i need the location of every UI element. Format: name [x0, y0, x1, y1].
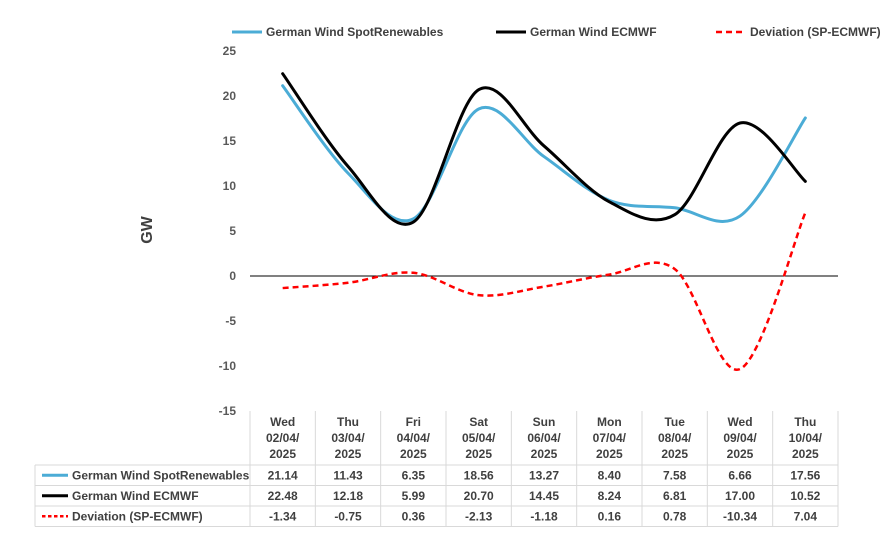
y-tick-label: 20	[223, 89, 237, 103]
x-tick-label: 2025	[661, 447, 688, 461]
legend: German Wind SpotRenewables German Wind EC…	[232, 25, 881, 39]
data-label: -1.18	[530, 509, 558, 523]
data-label: 6.66	[728, 468, 752, 482]
x-tick-label: 07/04/	[593, 431, 627, 445]
data-label: 12.18	[333, 489, 363, 503]
legend-label: German Wind SpotRenewables	[266, 25, 444, 39]
x-tick-label: 04/04/	[397, 431, 431, 445]
data-label: 21.14	[268, 468, 298, 482]
data-label: 0.36	[402, 509, 426, 523]
x-tick-label: Mon	[597, 415, 622, 429]
x-tick-label: Wed	[270, 415, 295, 429]
data-label: -10.34	[723, 509, 757, 523]
y-tick-label: 25	[223, 44, 237, 58]
x-tick-label: Wed	[727, 415, 752, 429]
data-label: 7.04	[794, 509, 818, 523]
data-label: 10.52	[790, 489, 820, 503]
y-tick-label: -5	[225, 314, 236, 328]
x-tick-label: 2025	[269, 447, 296, 461]
legend-label: German Wind ECMWF	[530, 25, 657, 39]
x-tick-label: 2025	[596, 447, 623, 461]
y-tick-label: 0	[229, 269, 236, 283]
x-tick-label: 2025	[792, 447, 819, 461]
x-tick-label: 02/04/	[266, 431, 300, 445]
data-label: 8.40	[598, 468, 622, 482]
data-label: -1.34	[269, 509, 297, 523]
y-tick-label: 5	[229, 224, 236, 238]
x-tick-label: 05/04/	[462, 431, 496, 445]
y-axis-label: GW	[139, 215, 156, 243]
data-label: 6.81	[663, 489, 687, 503]
data-label: 0.16	[598, 509, 622, 523]
legend-label: Deviation (SP-ECMWF)	[750, 25, 881, 39]
data-label: -0.75	[334, 509, 362, 523]
series-lines	[281, 72, 807, 371]
x-tick-label: Thu	[794, 415, 816, 429]
series-line-0	[281, 84, 807, 223]
x-tick-label: Tue	[664, 415, 685, 429]
data-label: 18.56	[464, 468, 494, 482]
x-tick-label: 03/04/	[331, 431, 365, 445]
y-tick-label: 15	[223, 134, 237, 148]
data-label: 8.24	[598, 489, 622, 503]
x-tick-label: 10/04/	[789, 431, 823, 445]
x-tick-label: Thu	[337, 415, 359, 429]
data-label: 17.56	[790, 468, 820, 482]
data-label: 6.35	[402, 468, 426, 482]
x-tick-label: 09/04/	[723, 431, 757, 445]
x-tick-label: 2025	[465, 447, 492, 461]
data-label: 14.45	[529, 489, 559, 503]
data-label: 0.78	[663, 509, 687, 523]
data-label: 22.48	[268, 489, 298, 503]
x-tick-label: 2025	[335, 447, 362, 461]
data-label: 7.58	[663, 468, 687, 482]
table-row-label: German Wind SpotRenewables	[72, 468, 250, 482]
data-table: Wed 02/04/2025 Thu 03/04/2025 Fri 04/04/2025 S…	[34, 411, 839, 527]
data-label: -2.13	[465, 509, 493, 523]
series-line-2	[282, 212, 807, 371]
y-tick-label: -10	[219, 359, 237, 373]
data-label: 17.00	[725, 489, 755, 503]
data-label: 5.99	[402, 489, 426, 503]
x-tick-label: 2025	[531, 447, 558, 461]
series-line-1	[281, 72, 807, 226]
x-tick-label: 08/04/	[658, 431, 692, 445]
y-axis-ticks: 25 20 15 10 5 0 -5 -10 -15	[219, 44, 237, 418]
data-label: 13.27	[529, 468, 559, 482]
x-tick-label: 2025	[727, 447, 754, 461]
x-tick-label: 06/04/	[527, 431, 561, 445]
table-row-label: Deviation (SP-ECMWF)	[72, 509, 203, 523]
x-tick-label: Sat	[469, 415, 488, 429]
y-tick-label: 10	[223, 179, 237, 193]
y-tick-label: -15	[219, 404, 237, 418]
x-tick-label: 2025	[400, 447, 427, 461]
table-row-label: German Wind ECMWF	[72, 489, 199, 503]
data-label: 20.70	[464, 489, 494, 503]
data-label: 11.43	[333, 468, 363, 482]
x-tick-label: Sun	[533, 415, 556, 429]
x-tick-label: Fri	[406, 415, 421, 429]
